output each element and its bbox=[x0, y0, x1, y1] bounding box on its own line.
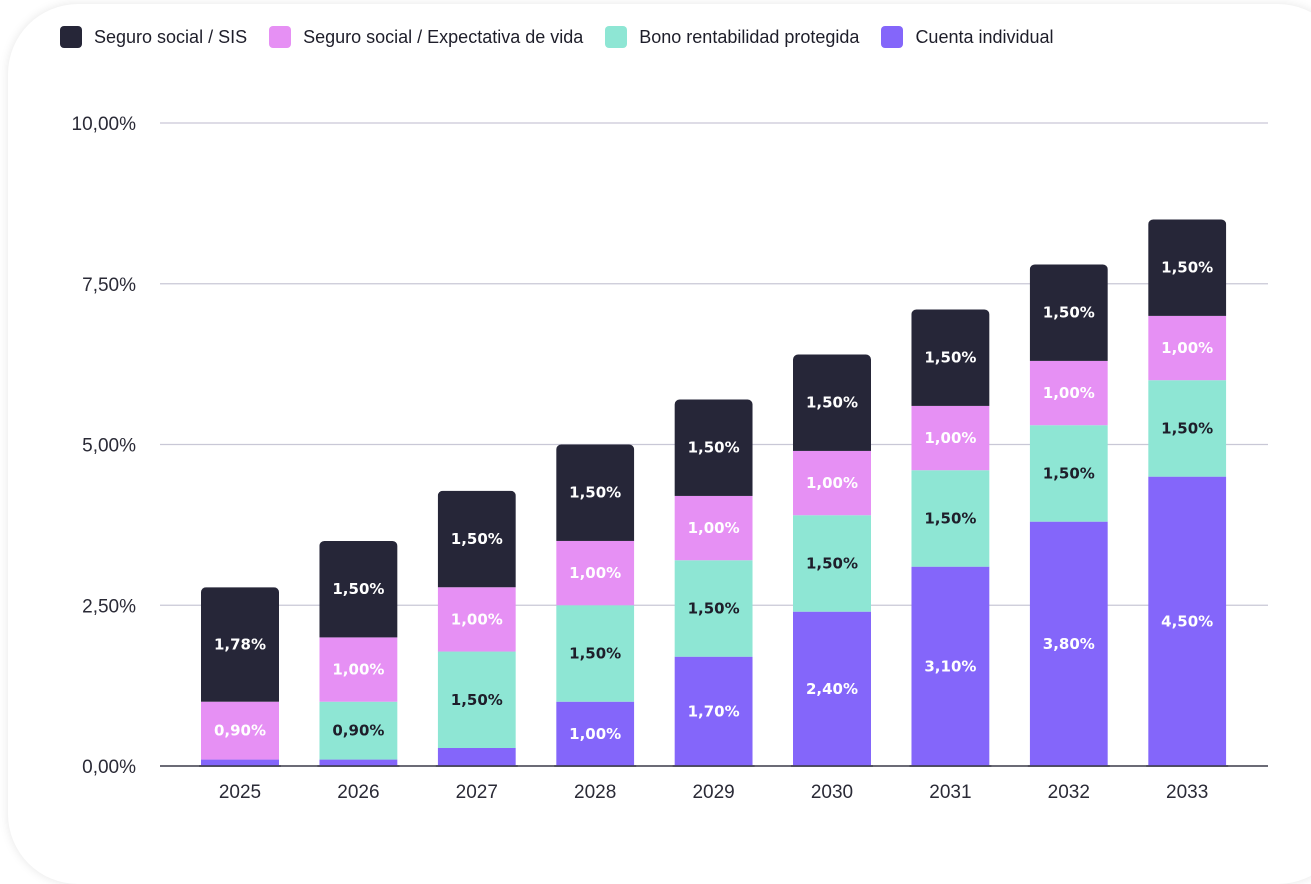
data-label: 3,10% bbox=[924, 657, 976, 675]
bar-segment bbox=[793, 354, 871, 451]
legend-label-seguro-sis: Seguro social / SIS bbox=[94, 26, 248, 47]
bar-segment bbox=[793, 450, 871, 516]
x-tick-label: 2029 bbox=[692, 782, 734, 803]
x-tick-label: 2027 bbox=[456, 782, 498, 803]
data-label: 1,00% bbox=[1043, 384, 1095, 402]
y-tick-label: 5,00% bbox=[82, 436, 136, 457]
legend: Seguro social / SIS Seguro social / Expe… bbox=[60, 26, 1291, 48]
data-label: 1,00% bbox=[806, 474, 858, 492]
bar-segment bbox=[911, 405, 990, 471]
data-label: 3,80% bbox=[1043, 635, 1095, 653]
legend-swatch-cuenta-individual bbox=[881, 26, 904, 48]
data-label: 1,50% bbox=[569, 484, 621, 502]
bar-segment bbox=[674, 560, 753, 657]
bar-segment bbox=[319, 637, 398, 702]
bar-segment bbox=[1148, 380, 1227, 477]
data-label: 1,50% bbox=[451, 691, 503, 709]
x-tick-label: 2033 bbox=[1166, 782, 1208, 803]
bar-segment bbox=[1148, 219, 1227, 316]
bar-segment bbox=[1148, 315, 1227, 381]
bar-segment bbox=[201, 587, 279, 702]
bar-segment bbox=[911, 566, 990, 766]
data-label: 1,70% bbox=[688, 702, 740, 720]
bar-segment bbox=[911, 470, 990, 567]
bar-segment bbox=[201, 759, 279, 766]
legend-item-expectativa-vida: Seguro social / Expectativa de vida bbox=[269, 26, 583, 48]
y-tick-label: 2,50% bbox=[82, 596, 136, 617]
data-label: 1,50% bbox=[688, 439, 740, 457]
bar-segment bbox=[793, 611, 871, 766]
bar-segment bbox=[319, 540, 398, 638]
data-label: 1,50% bbox=[924, 349, 976, 367]
legend-swatch-expectativa-vida bbox=[269, 26, 292, 48]
bar-segment bbox=[556, 444, 635, 541]
data-label: 1,50% bbox=[451, 530, 503, 548]
legend-label-bono-rentabilidad: Bono rentabilidad protegida bbox=[639, 26, 860, 47]
data-label: 1,00% bbox=[924, 429, 976, 447]
data-label: 1,50% bbox=[806, 554, 858, 572]
bar-segment bbox=[1029, 425, 1108, 522]
bar-segment bbox=[911, 309, 990, 406]
data-label: 1,00% bbox=[332, 661, 384, 679]
data-label: 1,50% bbox=[924, 509, 976, 527]
x-tick-label: 2026 bbox=[337, 782, 379, 803]
bar-segment bbox=[319, 759, 398, 766]
data-label: 1,50% bbox=[806, 394, 858, 412]
data-label: 1,50% bbox=[1161, 259, 1213, 277]
bar-segment bbox=[319, 701, 398, 760]
bar-segment bbox=[1029, 264, 1108, 361]
bar-segment bbox=[556, 701, 635, 766]
x-tick-label: 2028 bbox=[574, 782, 616, 803]
legend-item-bono-rentabilidad: Bono rentabilidad protegida bbox=[605, 26, 859, 48]
bar-segment bbox=[437, 587, 516, 652]
y-tick-label: 0,00% bbox=[82, 757, 136, 778]
bar-segment bbox=[674, 495, 753, 561]
data-label: 1,50% bbox=[1043, 304, 1095, 322]
data-label: 1,00% bbox=[451, 610, 503, 628]
data-label: 1,50% bbox=[569, 644, 621, 662]
bar-segment bbox=[674, 656, 753, 766]
bar-segment bbox=[793, 515, 871, 612]
y-tick-label: 10,00% bbox=[72, 114, 137, 135]
bar-segment bbox=[556, 540, 635, 606]
y-tick-label: 7,50% bbox=[82, 275, 136, 296]
bar-segment bbox=[437, 747, 516, 766]
data-label: 1,00% bbox=[569, 725, 621, 743]
bar-segment bbox=[437, 651, 516, 748]
legend-swatch-seguro-sis bbox=[60, 26, 82, 48]
data-label: 1,50% bbox=[332, 580, 384, 598]
data-label: 0,90% bbox=[332, 722, 384, 740]
data-label: 2,40% bbox=[806, 680, 858, 698]
x-tick-label: 2031 bbox=[929, 782, 971, 803]
bar-segment bbox=[556, 605, 635, 702]
data-label: 1,00% bbox=[1161, 339, 1213, 357]
data-label: 1,50% bbox=[1161, 419, 1213, 437]
data-label: 1,50% bbox=[1043, 464, 1095, 482]
bar-segment bbox=[1029, 360, 1108, 426]
legend-label-cuenta-individual: Cuenta individual bbox=[915, 26, 1054, 47]
data-label: 4,50% bbox=[1161, 612, 1213, 630]
data-label: 0,90% bbox=[214, 722, 266, 740]
bar-segment bbox=[437, 490, 516, 588]
bar-segment bbox=[201, 701, 279, 760]
data-label: 1,00% bbox=[688, 519, 740, 537]
stacked-bar-chart: 0,00% 2,50% 5,00% 7,50% 10,00% 0,90% 1,78% 2025… bbox=[72, 114, 1268, 803]
x-tick-label: 2032 bbox=[1048, 782, 1090, 803]
legend-label-expectativa-vida: Seguro social / Expectativa de vida bbox=[303, 26, 584, 47]
x-tick-label: 2030 bbox=[811, 782, 853, 803]
bar-segment bbox=[674, 399, 753, 496]
data-label: 1,00% bbox=[569, 564, 621, 582]
x-tick-label: 2025 bbox=[219, 782, 261, 803]
data-label: 1,50% bbox=[688, 599, 740, 617]
bar-segment bbox=[1148, 476, 1227, 766]
legend-item-cuenta-individual: Cuenta individual bbox=[881, 26, 1054, 48]
legend-item-seguro-sis: Seguro social / SIS bbox=[60, 26, 247, 48]
data-label: 1,78% bbox=[214, 635, 266, 653]
legend-swatch-bono-rentabilidad bbox=[605, 26, 628, 48]
bar-segment bbox=[1029, 521, 1108, 766]
